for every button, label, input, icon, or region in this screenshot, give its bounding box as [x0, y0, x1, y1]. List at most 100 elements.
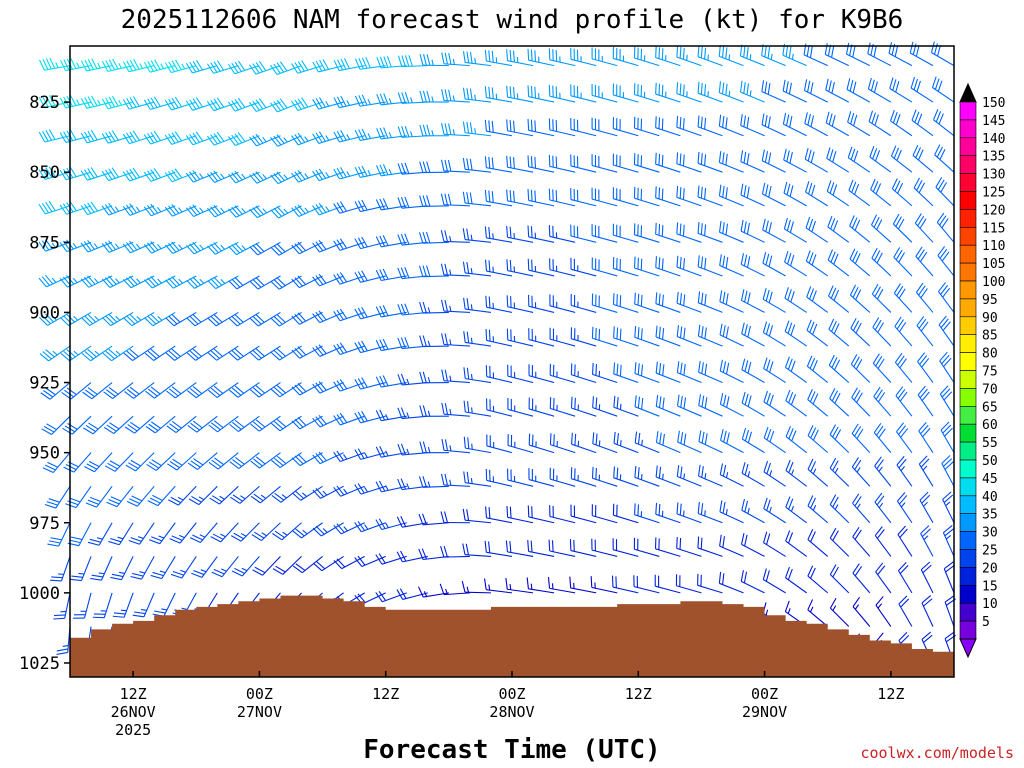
chart-title: 2025112606 NAM forecast wind profile (kt…	[121, 5, 904, 35]
barb-full-feather	[530, 119, 533, 132]
barb-full-feather	[297, 61, 305, 72]
barb-full-feather	[354, 129, 361, 141]
wind-barb	[440, 545, 470, 558]
barb-full-feather	[747, 431, 753, 443]
barb-full-feather	[297, 416, 307, 426]
wind-barb	[167, 452, 197, 471]
barb-half-feather	[262, 174, 267, 180]
barb-full-feather	[333, 203, 341, 214]
barb-full-feather	[877, 322, 884, 333]
barb-staff	[676, 585, 702, 594]
wind-barb	[81, 311, 113, 327]
barb-full-feather	[192, 204, 201, 215]
barb-full-feather	[63, 466, 75, 473]
barb-staff	[216, 382, 239, 398]
barb-staff	[109, 275, 134, 289]
barb-full-feather	[128, 462, 139, 469]
barb-full-feather	[193, 458, 204, 466]
barb-full-feather	[357, 271, 365, 282]
wind-barb	[189, 522, 218, 544]
barb-staff	[192, 135, 218, 146]
barb-full-feather	[87, 130, 95, 142]
wind-barb	[697, 115, 723, 137]
wind-barb	[397, 125, 428, 138]
barb-full-feather	[488, 507, 491, 519]
barb-full-feather	[700, 503, 704, 515]
colorbar-box	[959, 298, 977, 318]
barb-full-feather	[828, 113, 833, 125]
barb-staff	[807, 575, 829, 594]
barb-staff	[655, 267, 681, 277]
barb-staff	[279, 415, 302, 432]
wind-barb	[785, 389, 807, 417]
barb-staff	[613, 234, 639, 243]
barb-full-feather	[853, 356, 860, 368]
barb-full-feather	[700, 537, 703, 550]
barb-half-feather	[343, 454, 348, 460]
wind-barb	[210, 522, 239, 543]
barb-full-feather	[375, 446, 382, 458]
barb-staff	[829, 398, 850, 417]
barb-full-feather	[569, 576, 572, 588]
barb-full-feather	[322, 59, 330, 70]
barb-full-feather	[164, 172, 173, 183]
barb-full-feather	[397, 407, 403, 419]
barb-full-feather	[206, 63, 215, 74]
wind-barb	[851, 423, 871, 454]
barb-full-feather	[444, 230, 448, 242]
barb-full-feather	[255, 314, 265, 323]
wind-barb	[291, 345, 323, 359]
barb-full-feather	[168, 133, 176, 144]
barb-full-feather	[378, 590, 387, 601]
barb-full-feather	[873, 250, 881, 261]
barb-full-feather	[150, 97, 158, 108]
barb-full-feather	[361, 199, 368, 211]
wind-barb	[697, 185, 723, 207]
barb-staff	[422, 241, 449, 244]
wind-barb	[676, 185, 702, 207]
barb-full-feather	[811, 254, 817, 266]
barb-staff	[912, 155, 934, 173]
wind-barb	[128, 522, 155, 545]
wind-barb	[354, 520, 386, 533]
barb-full-feather	[921, 391, 930, 401]
wind-barb	[208, 452, 239, 470]
wind-barb	[741, 358, 765, 384]
barb-full-feather	[249, 389, 260, 398]
wind-barb	[463, 400, 492, 417]
wind-barb	[826, 147, 850, 173]
barb-full-feather	[939, 149, 946, 160]
wind-barb	[718, 44, 744, 67]
barb-full-feather	[422, 232, 427, 244]
barb-full-feather	[189, 350, 199, 359]
barb-full-feather	[765, 220, 769, 232]
wind-barb	[507, 397, 534, 417]
barb-half-feather	[241, 245, 247, 251]
wind-barb	[106, 485, 134, 508]
barb-half-feather	[449, 479, 452, 486]
wind-barb	[250, 452, 281, 469]
barb-full-feather	[440, 546, 445, 558]
wind-barb	[354, 236, 386, 250]
barb-full-feather	[676, 502, 679, 514]
wind-barb	[940, 421, 955, 453]
barb-full-feather	[917, 352, 926, 362]
barb-full-feather	[46, 423, 57, 431]
barb-full-feather	[273, 173, 282, 183]
barb-full-feather	[441, 52, 445, 64]
wind-barb	[50, 556, 71, 582]
barb-full-feather	[787, 322, 793, 334]
barb-full-feather	[805, 250, 811, 262]
barb-full-feather	[439, 583, 445, 595]
barb-staff	[339, 171, 365, 180]
barb-full-feather	[44, 504, 56, 509]
barb-full-feather	[213, 314, 223, 323]
barb-half-feather	[364, 452, 368, 458]
barb-full-feather	[129, 97, 137, 108]
barb-staff	[741, 402, 765, 417]
barb-full-feather	[358, 95, 365, 106]
barb-full-feather	[379, 446, 386, 457]
barb-full-feather	[404, 233, 410, 245]
wind-barb	[312, 131, 344, 144]
barb-full-feather	[634, 395, 637, 407]
